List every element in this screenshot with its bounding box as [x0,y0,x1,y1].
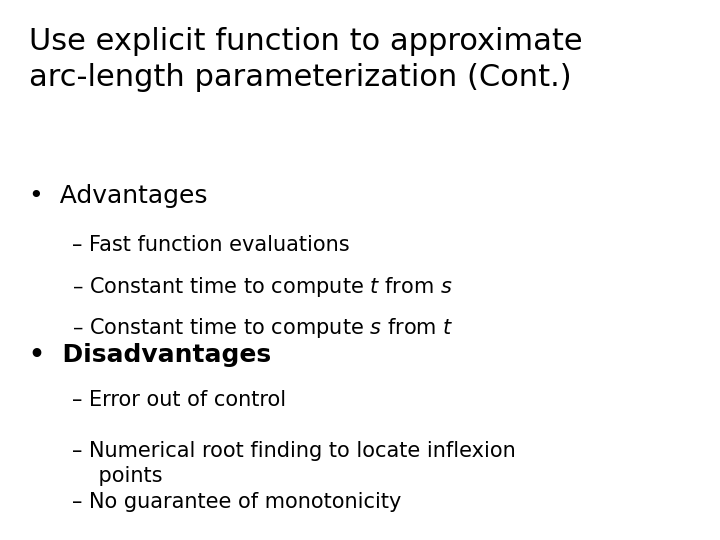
Text: •  Advantages: • Advantages [29,184,207,207]
Text: Use explicit function to approximate
arc-length parameterization (Cont.): Use explicit function to approximate arc… [29,27,582,92]
Text: – Fast function evaluations: – Fast function evaluations [72,235,350,255]
Text: – Constant time to compute $t$ from $s$: – Constant time to compute $t$ from $s$ [72,275,453,299]
Text: – Constant time to compute $s$ from $t$: – Constant time to compute $s$ from $t$ [72,316,454,340]
Text: – No guarantee of monotonicity: – No guarantee of monotonicity [72,492,401,512]
Text: •  Disadvantages: • Disadvantages [29,343,271,367]
Text: – Numerical root finding to locate inflexion
    points: – Numerical root finding to locate infle… [72,441,516,486]
Text: – Error out of control: – Error out of control [72,390,286,410]
